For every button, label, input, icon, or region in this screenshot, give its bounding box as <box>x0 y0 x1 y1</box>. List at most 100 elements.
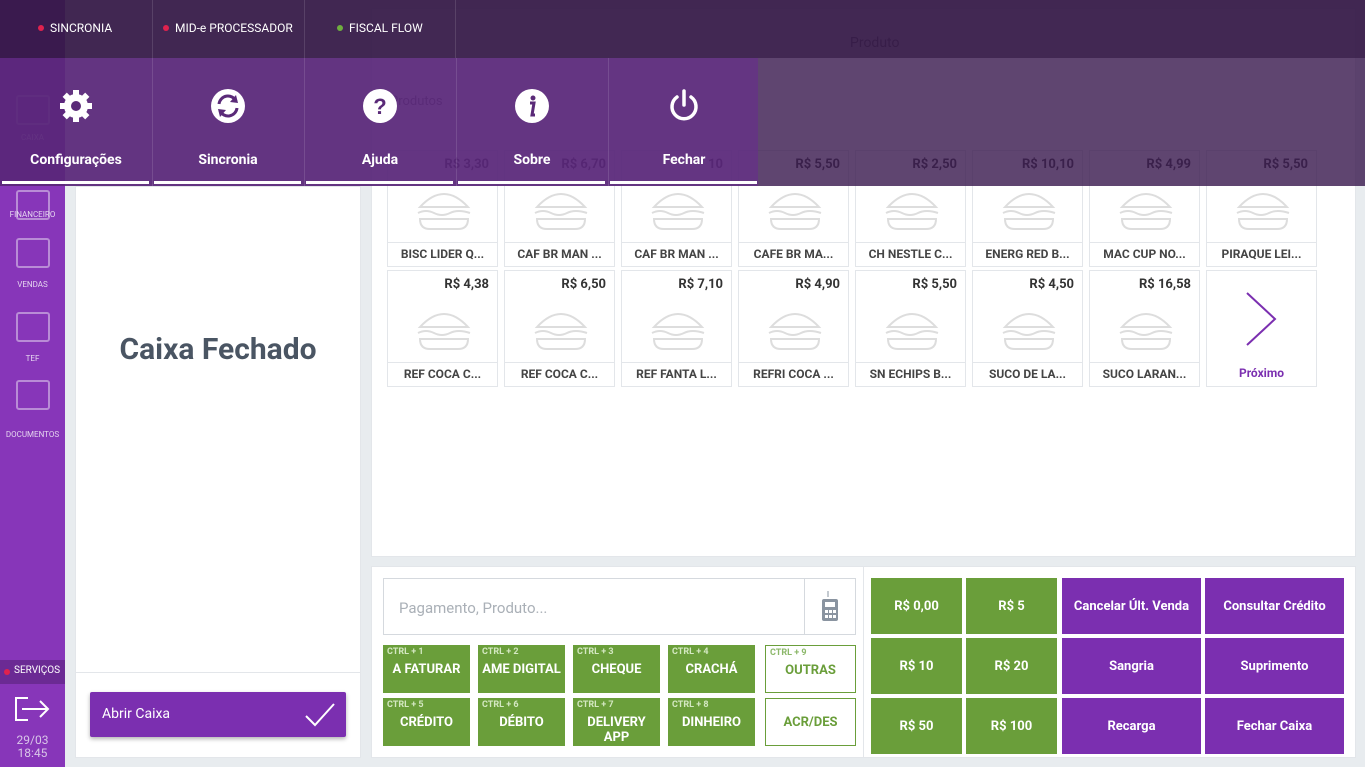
payment-button[interactable]: CTRL + 9 OUTRAS <box>765 645 856 693</box>
product-card[interactable]: R$ 4,50 SUCO DE LA... <box>972 270 1083 387</box>
product-card[interactable]: R$ 16,58 SUCO LARAN... <box>1089 270 1200 387</box>
sidebar-label[interactable]: DOCUMENTOS <box>5 430 60 439</box>
quick-button[interactable]: R$ 50 <box>871 698 962 754</box>
divider <box>75 672 361 673</box>
next-card[interactable]: Próximo <box>1206 270 1317 387</box>
services-bar[interactable] <box>0 660 65 684</box>
product-image <box>1116 185 1176 239</box>
shortcut: CTRL + 9 <box>770 648 807 658</box>
product-image <box>999 305 1059 359</box>
quick-button[interactable]: R$ 20 <box>966 638 1057 694</box>
product-card[interactable]: R$ 6,50 REF COCA C... <box>504 270 615 387</box>
top-overlay <box>0 0 1365 58</box>
open-caixa-button[interactable]: Abrir Caixa <box>90 692 346 737</box>
product-name: REF COCA C... <box>388 362 497 386</box>
menu-label[interactable]: Fechar <box>662 152 706 168</box>
product-name: CAF BR MAN ... <box>622 242 731 266</box>
sidebar-label[interactable]: FINANCEIRO <box>9 210 56 219</box>
product-price: R$ 4,90 <box>795 277 840 292</box>
shortcut: CTRL + 8 <box>672 700 709 710</box>
payment-label: DÉBITO <box>499 715 544 730</box>
sidebar-icon <box>16 238 50 268</box>
menu-icon <box>514 88 550 128</box>
product-image <box>648 185 708 239</box>
logout-icon <box>14 694 50 728</box>
payment-button[interactable]: CTRL + 7 DELIVERY APP <box>573 698 660 746</box>
quick-button[interactable]: Fechar Caixa <box>1205 698 1344 754</box>
product-price: R$ 7,10 <box>678 277 723 292</box>
shortcut: CTRL + 1 <box>387 647 424 657</box>
product-name: REF FANTA L... <box>622 362 731 386</box>
quick-button[interactable]: R$ 100 <box>966 698 1057 754</box>
time: 18:45 <box>17 746 48 760</box>
payment-button[interactable]: CTRL + 3 CHEQUE <box>573 645 660 693</box>
divider <box>304 0 305 58</box>
product-card[interactable]: R$ 4,90 REFRI COCA ... <box>738 270 849 387</box>
quick-button[interactable]: Suprimento <box>1205 638 1344 694</box>
quick-button[interactable]: R$ 5 <box>966 578 1057 634</box>
menu-underline <box>610 181 757 184</box>
product-card[interactable]: R$ 5,50 SN ECHIPS B... <box>855 270 966 387</box>
payment-label: DELIVERY APP <box>587 715 646 745</box>
payment-button[interactable]: CTRL + 5 CRÉDITO <box>383 698 470 746</box>
product-image <box>1233 185 1293 239</box>
payment-label: CRACHÁ <box>685 662 738 677</box>
menu-icon <box>210 88 246 128</box>
divider <box>152 0 153 58</box>
product-name: SUCO DE LA... <box>973 362 1082 386</box>
divider <box>152 58 153 186</box>
status-dot <box>163 25 169 31</box>
sidebar-label[interactable]: TEF <box>25 354 40 363</box>
menu-label[interactable]: Ajuda <box>361 152 399 168</box>
payment-button[interactable]: CTRL + 2 AME DIGITAL <box>478 645 565 693</box>
payment-button[interactable]: CTRL + 6 DÉBITO <box>478 698 565 746</box>
sidebar-label[interactable]: VENDAS <box>17 280 48 289</box>
quick-button[interactable]: R$ 0,00 <box>871 578 962 634</box>
status-label[interactable]: MID-e PROCESSADOR <box>175 21 293 35</box>
menu-icon <box>666 88 702 128</box>
product-image <box>765 185 825 239</box>
check-icon <box>304 702 336 732</box>
caixa-panel <box>75 186 361 758</box>
payment-button[interactable]: CTRL + 1 A FATURAR <box>383 645 470 693</box>
product-image <box>414 185 474 239</box>
quick-button[interactable]: Sangria <box>1062 638 1201 694</box>
services-label[interactable]: SERVIÇOS <box>14 665 61 676</box>
product-price: R$ 16,58 <box>1138 277 1191 292</box>
payment-label: A FATURAR <box>392 662 461 677</box>
payment-button[interactable]: CTRL + 8 DINHEIRO <box>668 698 755 746</box>
menu-underline <box>2 181 149 184</box>
status-label[interactable]: FISCAL FLOW <box>349 21 423 35</box>
product-image <box>765 305 825 359</box>
payment-button[interactable]: CTRL + 4 CRACHÁ <box>668 645 755 693</box>
search-box[interactable]: Pagamento, Produto... <box>383 578 856 635</box>
menu-label[interactable]: Sobre <box>513 152 551 168</box>
quick-button[interactable]: Consultar Crédito <box>1205 578 1344 634</box>
product-name: SN ECHIPS B... <box>856 362 965 386</box>
product-name: SUCO LARAN... <box>1090 362 1199 386</box>
divider <box>608 58 609 186</box>
product-card[interactable]: R$ 7,10 REF FANTA L... <box>621 270 732 387</box>
product-name: CAFE BR MA... <box>739 242 848 266</box>
status-dot <box>4 669 10 675</box>
product-price: R$ 6,50 <box>561 277 606 292</box>
quick-button[interactable]: Recarga <box>1062 698 1201 754</box>
menu-label[interactable]: Sincronia <box>198 152 258 168</box>
product-name: REFRI COCA ... <box>739 362 848 386</box>
calculator-icon <box>821 591 839 627</box>
status-label[interactable]: SINCRONIA <box>50 21 113 35</box>
quick-button[interactable]: R$ 10 <box>871 638 962 694</box>
product-image <box>999 185 1059 239</box>
sidebar-icon <box>16 312 50 342</box>
payment-label: CHEQUE <box>591 662 642 677</box>
product-card[interactable]: R$ 4,38 REF COCA C... <box>387 270 498 387</box>
quick-button[interactable]: Cancelar Últ. Venda <box>1062 578 1201 634</box>
menu-underline <box>154 181 301 184</box>
payment-label: CRÉDITO <box>399 715 454 730</box>
product-price: R$ 5,50 <box>912 277 957 292</box>
product-price: R$ 4,50 <box>1029 277 1074 292</box>
payment-button[interactable]: ACR/DES <box>765 698 856 746</box>
menu-label[interactable]: Configurações <box>30 152 122 168</box>
product-image <box>531 305 591 359</box>
divider <box>455 0 456 58</box>
